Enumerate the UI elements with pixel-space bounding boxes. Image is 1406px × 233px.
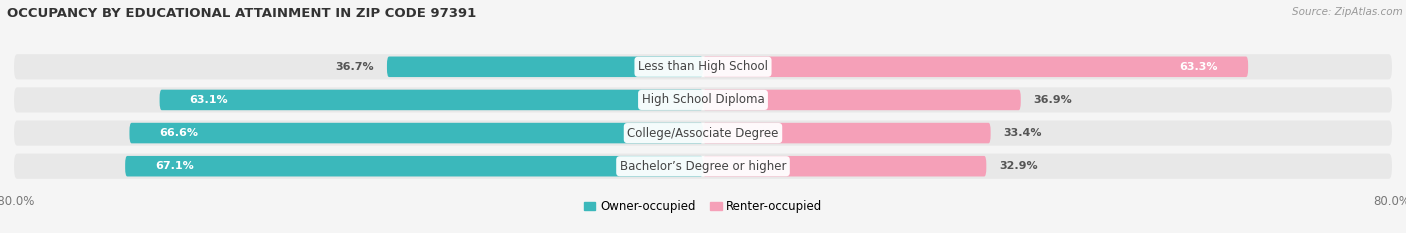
Text: 36.7%: 36.7% [336, 62, 374, 72]
FancyBboxPatch shape [703, 90, 1021, 110]
FancyBboxPatch shape [14, 87, 1392, 113]
FancyBboxPatch shape [703, 123, 991, 143]
FancyBboxPatch shape [14, 54, 1392, 79]
Text: 32.9%: 32.9% [1000, 161, 1038, 171]
FancyBboxPatch shape [129, 123, 703, 143]
FancyBboxPatch shape [125, 156, 703, 176]
Text: 63.3%: 63.3% [1180, 62, 1218, 72]
Text: College/Associate Degree: College/Associate Degree [627, 127, 779, 140]
FancyBboxPatch shape [14, 154, 1392, 179]
Text: Source: ZipAtlas.com: Source: ZipAtlas.com [1292, 7, 1403, 17]
FancyBboxPatch shape [703, 156, 987, 176]
FancyBboxPatch shape [14, 120, 1392, 146]
Text: Less than High School: Less than High School [638, 60, 768, 73]
Text: OCCUPANCY BY EDUCATIONAL ATTAINMENT IN ZIP CODE 97391: OCCUPANCY BY EDUCATIONAL ATTAINMENT IN Z… [7, 7, 477, 20]
Text: High School Diploma: High School Diploma [641, 93, 765, 106]
Text: 63.1%: 63.1% [190, 95, 228, 105]
FancyBboxPatch shape [387, 57, 703, 77]
FancyBboxPatch shape [703, 57, 1249, 77]
Text: 36.9%: 36.9% [1033, 95, 1073, 105]
FancyBboxPatch shape [160, 90, 703, 110]
Text: 66.6%: 66.6% [160, 128, 198, 138]
Legend: Owner-occupied, Renter-occupied: Owner-occupied, Renter-occupied [579, 195, 827, 218]
Text: 67.1%: 67.1% [155, 161, 194, 171]
Text: Bachelor’s Degree or higher: Bachelor’s Degree or higher [620, 160, 786, 173]
Text: 33.4%: 33.4% [1004, 128, 1042, 138]
